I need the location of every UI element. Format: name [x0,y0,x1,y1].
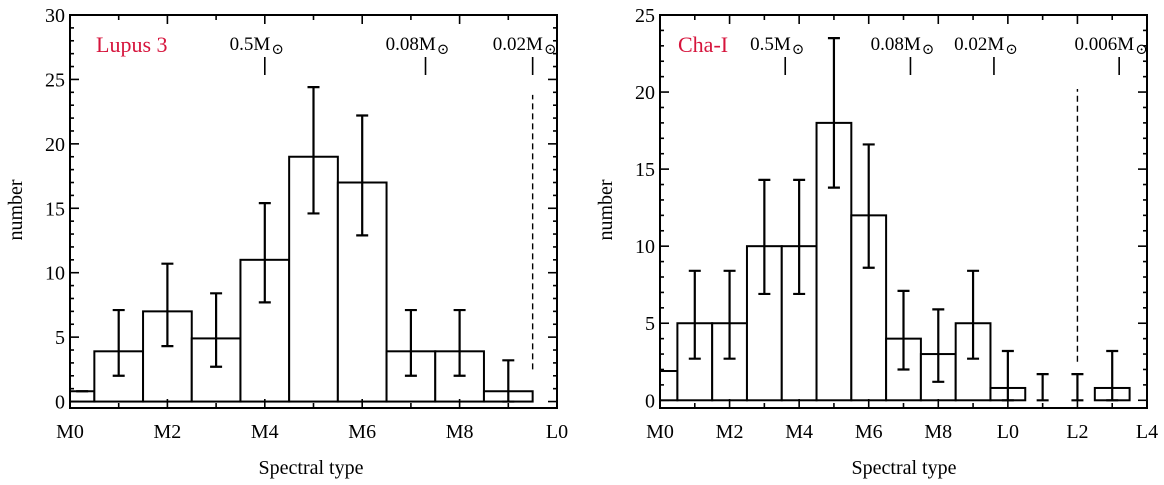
mass-markers: 0.5M⊙ 0.08M⊙ 0.02M⊙ [230,34,557,75]
mass-marker-label-1: 0.08M⊙ [386,34,450,58]
y-tick-label-4: 20 [635,82,655,104]
panel-title: Cha-I [678,32,728,57]
x-tick-label-1: M2 [716,421,744,443]
y-tick-label-5: 25 [45,69,65,91]
sun-symbol-icon: ⊙ [922,42,935,58]
mass-marker-label-2: 0.02M⊙ [493,34,557,58]
x-axis-label: Spectral type [259,457,364,479]
y-tick-label-2: 10 [635,236,655,258]
y-tick-label-4: 20 [45,134,65,156]
y-axis-label: number [5,179,27,240]
y-tick-label-0: 0 [645,390,655,412]
x-tick-label-0: M0 [56,421,84,443]
y-tick-label-6: 30 [45,5,65,27]
sun-symbol-icon: ⊙ [1135,42,1148,58]
x-tick-label-4: M8 [924,421,952,443]
panel-lupus3: 0.5M⊙ 0.08M⊙ 0.02M⊙ M0 M2 M4 M6 M8 L0 0 5 10 15 20 2… [5,5,568,479]
sun-symbol-icon: ⊙ [544,42,557,58]
bar-0 [70,391,94,401]
y-axis-label: number [595,179,617,240]
y-tick-label-3: 15 [45,198,65,220]
x-tick-label-7: L4 [1136,421,1158,443]
y-tick-label-0: 0 [55,392,65,414]
x-tick-label-2: M4 [785,421,813,443]
x-tick-label-3: M6 [348,421,376,443]
mass-marker-label-0: 0.5M⊙ [750,34,804,58]
y-tick-label-3: 15 [635,159,655,181]
sun-symbol-icon: ⊙ [437,42,450,58]
x-tick-label-1: M2 [154,421,182,443]
y-tick-label-1: 5 [55,327,65,349]
mass-marker-label-1: 0.08M⊙ [871,34,935,58]
x-tick-label-2: M4 [251,421,279,443]
y-tick-label-2: 10 [45,263,65,285]
x-tick-label-3: M6 [855,421,883,443]
x-tick-label-5: L0 [997,421,1019,443]
y-tick-label-1: 5 [645,313,655,335]
mass-marker-label-0: 0.5M⊙ [230,34,284,58]
mass-marker-label-3: 0.006M⊙ [1075,34,1148,58]
sun-symbol-icon: ⊙ [1005,42,1018,58]
x-tick-label-6: L2 [1066,421,1088,443]
sun-symbol-icon: ⊙ [271,42,284,58]
mass-marker-label-2: 0.02M⊙ [954,34,1018,58]
sun-symbol-icon: ⊙ [792,42,805,58]
panel-title: Lupus 3 [96,32,168,57]
y-tick-label-5: 25 [635,5,655,27]
x-tick-label-4: M8 [446,421,474,443]
x-tick-label-5: L0 [546,421,568,443]
panel-cha-i: 0.5M⊙ 0.08M⊙ 0.02M⊙ 0.006M⊙ M0 M2 M4 M6 M8 L0 L2 L… [595,5,1158,479]
error-bar-12 [1071,374,1083,400]
histogram-bars [70,157,533,402]
x-axis-label: Spectral type [852,457,957,479]
x-tick-label-0: M0 [646,421,674,443]
mass-markers: 0.5M⊙ 0.08M⊙ 0.02M⊙ 0.006M⊙ [750,34,1148,75]
error-bar-11 [1037,374,1049,400]
